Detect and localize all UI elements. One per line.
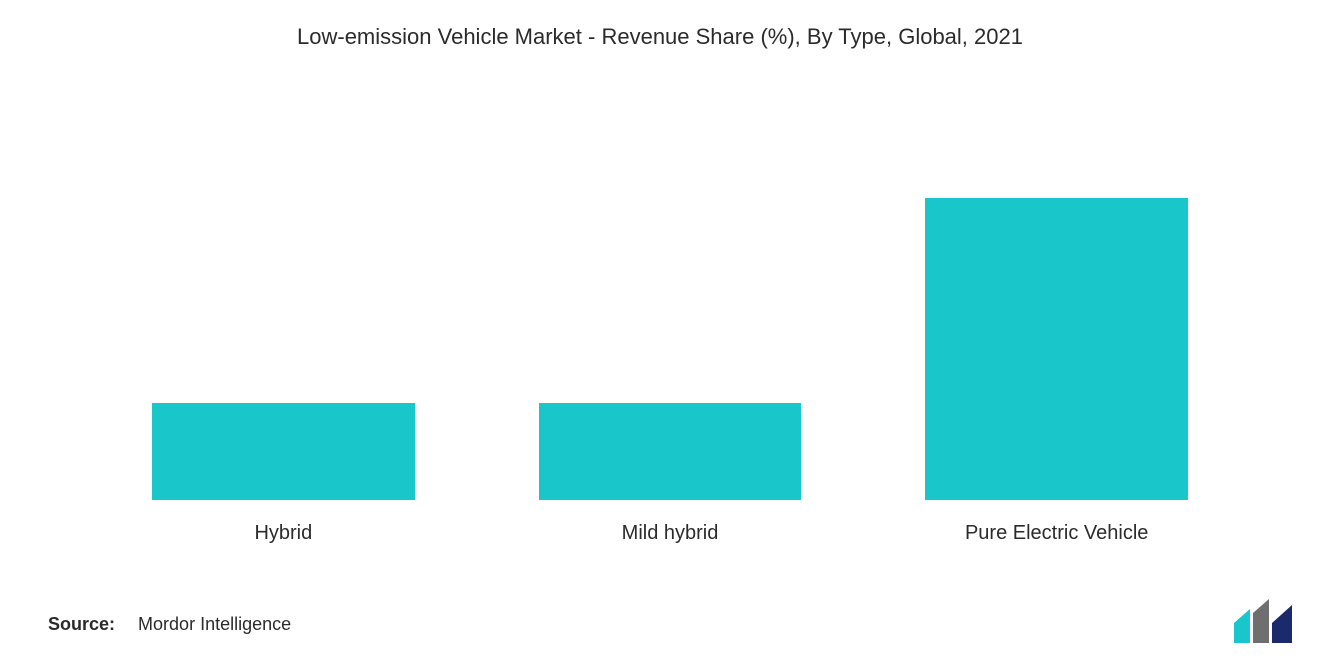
bar-group bbox=[90, 80, 1250, 500]
chart-plot-area bbox=[90, 80, 1250, 500]
bar-slot bbox=[863, 80, 1250, 500]
bar bbox=[152, 403, 415, 500]
x-axis-labels: HybridMild hybridPure Electric Vehicle bbox=[90, 522, 1250, 545]
source-label: Source: bbox=[48, 614, 115, 634]
bar bbox=[925, 198, 1188, 500]
x-axis-label: Pure Electric Vehicle bbox=[863, 522, 1250, 545]
bar bbox=[539, 403, 802, 500]
source-value: Mordor Intelligence bbox=[138, 614, 291, 634]
bar-slot bbox=[90, 80, 477, 500]
x-axis-label: Hybrid bbox=[90, 522, 477, 545]
x-axis-label: Mild hybrid bbox=[477, 522, 864, 545]
chart-title: Low-emission Vehicle Market - Revenue Sh… bbox=[0, 24, 1320, 50]
chart-source: Source: Mordor Intelligence bbox=[48, 614, 291, 635]
bar-slot bbox=[477, 80, 864, 500]
brand-logo-icon bbox=[1234, 599, 1292, 643]
